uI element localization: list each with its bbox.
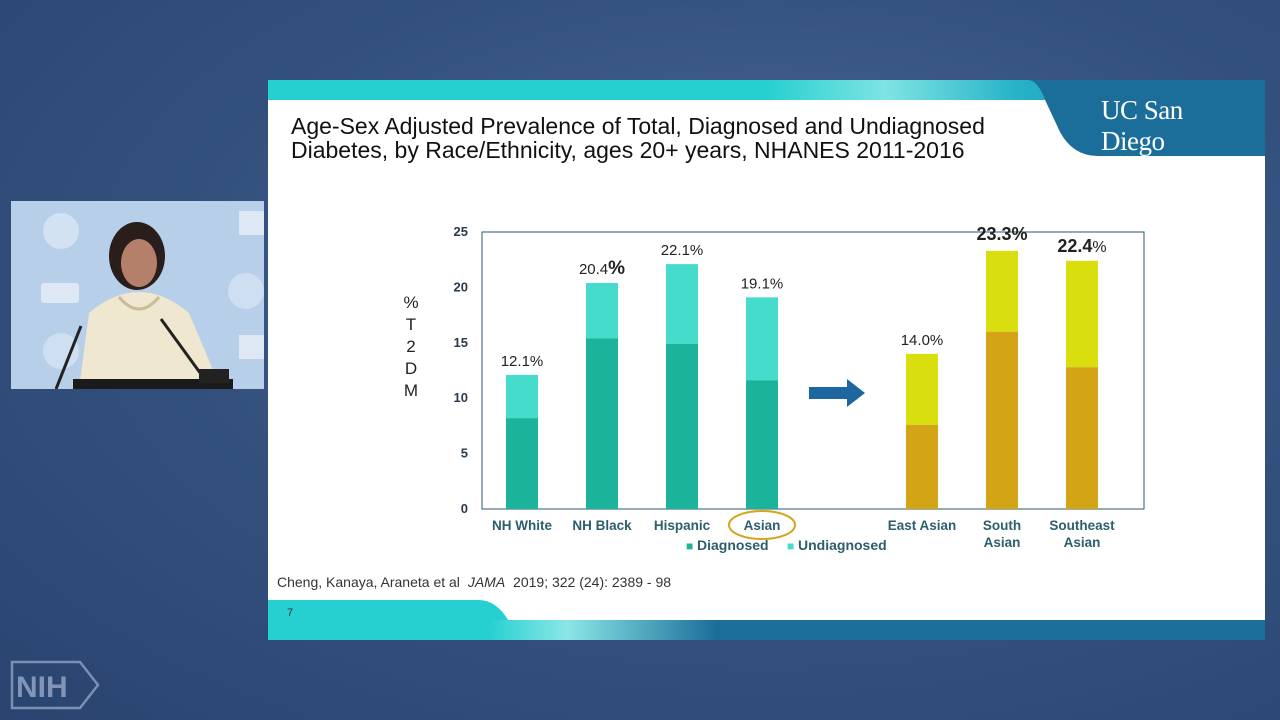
bar-segment-diagnosed [586, 338, 618, 509]
right-arrow-icon [809, 379, 865, 407]
slide-title: Age-Sex Adjusted Prevalence of Total, Di… [291, 113, 985, 163]
citation: Cheng, Kanaya, Araneta et al JAMA 2019; … [277, 574, 671, 590]
bar-total-label: 22.4% [1057, 236, 1106, 256]
bar-segment-diagnosed [906, 424, 938, 509]
bar-segment-diagnosed [746, 380, 778, 509]
x-category-label: South [983, 518, 1021, 533]
citation-journal: JAMA [467, 574, 506, 590]
x-category-label: NH Black [572, 518, 632, 533]
y-axis-label-letter: M [404, 381, 418, 400]
bar-segment-diagnosed [986, 331, 1018, 509]
bar-total-label: 20.4% [579, 258, 625, 279]
bar-segment-undiagnosed [666, 264, 698, 344]
plot-frame [481, 231, 1145, 510]
citation-authors: Cheng, Kanaya, Araneta et al [277, 574, 460, 590]
legend-marker: ■ [686, 539, 693, 553]
bar-total-label: 12.1% [501, 353, 544, 370]
ucsd-logo: UC San Diego SCHOOL OF MEDICINE [1101, 95, 1251, 171]
y-tick-label: 15 [454, 335, 468, 350]
x-category-label: Hispanic [654, 518, 711, 533]
nih-logo: NIH [10, 660, 100, 710]
y-tick-label: 5 [461, 446, 468, 461]
page-number: 7 [287, 607, 294, 619]
bar-segment-diagnosed [506, 418, 538, 509]
legend-label: Diagnosed [697, 537, 769, 553]
ucsd-logo-name: UC San Diego [1101, 95, 1183, 156]
bar-segment-undiagnosed [1066, 260, 1098, 368]
y-axis-label-letter: % [403, 293, 418, 312]
x-category-label: Asian [1064, 535, 1101, 550]
y-axis-label-letter: 2 [406, 337, 415, 356]
bar-segment-undiagnosed [506, 374, 538, 419]
bar-total-label: 19.1% [741, 275, 784, 292]
slide-header-band [268, 80, 1265, 240]
stacked-bar-chart: 0 5 10 15 20 25% T 2 DM 12.1% NH White 20.4% NH Blac… [403, 224, 1145, 553]
x-category-label: Southeast [1049, 518, 1115, 533]
bar-segment-undiagnosed [746, 297, 778, 381]
legend-label: Undiagnosed [798, 537, 887, 553]
y-tick-label: 20 [454, 279, 468, 294]
slide-footer-band [268, 600, 1265, 640]
bar-segment-diagnosed [666, 343, 698, 509]
bar-total-label: 14.0% [901, 332, 944, 349]
y-axis-label-letter: D [405, 359, 417, 378]
bar-segment-undiagnosed [986, 250, 1018, 332]
y-tick-label: 10 [454, 390, 468, 405]
bar-total-label: 22.1% [661, 242, 704, 259]
x-category-label: Asian [984, 535, 1021, 550]
y-axis-label-letter: T [406, 315, 416, 334]
y-tick-label: 0 [461, 501, 468, 516]
bar-segment-undiagnosed [906, 353, 938, 425]
bar-segment-undiagnosed [586, 282, 618, 339]
speaker-video [11, 201, 264, 389]
asian-highlight-circle [728, 510, 796, 540]
bar-total-label: 23.3% [976, 224, 1027, 244]
x-category-label: East Asian [888, 518, 957, 533]
nih-logo-text: NIH [16, 671, 68, 704]
citation-details: 2019; 322 (24): 2389 - 98 [513, 574, 672, 590]
bar-segment-diagnosed [1066, 367, 1098, 509]
y-tick-label: 25 [454, 224, 468, 239]
legend-marker: ■ [787, 539, 794, 553]
ucsd-logo-subtitle: SCHOOL OF MEDICINE [1101, 159, 1227, 171]
presentation-slide: UC San Diego SCHOOL OF MEDICINE Age-Sex … [268, 80, 1265, 640]
x-category-label: NH White [492, 518, 552, 533]
x-category-label: Asian [744, 518, 781, 533]
